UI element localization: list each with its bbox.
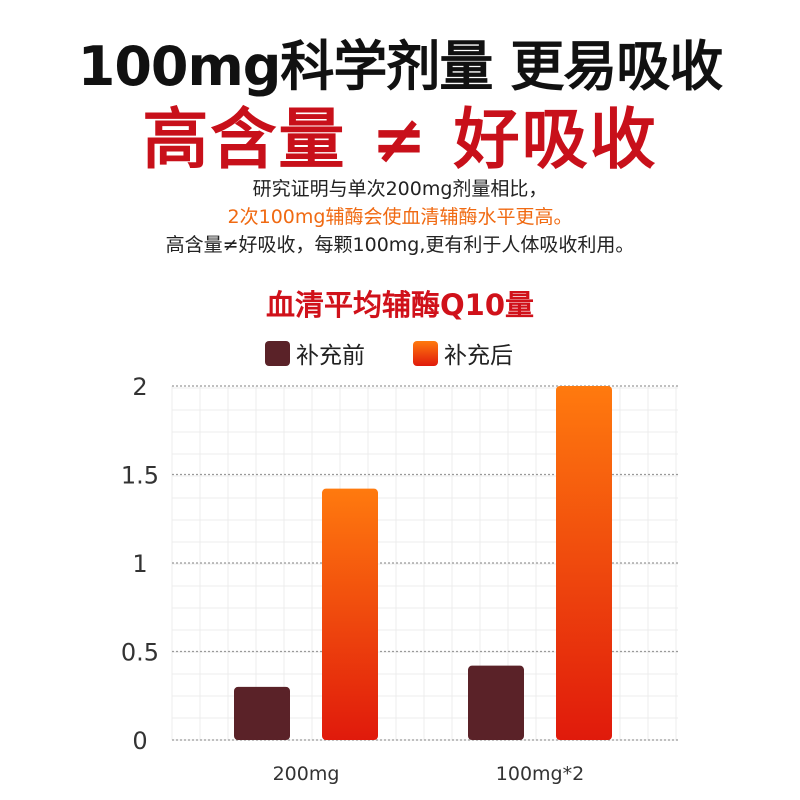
bar-after-0 bbox=[322, 488, 378, 740]
y-tick-label: 2 bbox=[132, 373, 147, 401]
chart-title: 血清平均辅酶Q10量 bbox=[265, 288, 534, 322]
description-line-3: 高含量≠好吸收，每颗100mg,更有利于人体吸收利用。 bbox=[165, 234, 635, 256]
bar-after-1 bbox=[556, 386, 612, 740]
headline-dosage: 100mg科学剂量 更易吸收 bbox=[77, 35, 723, 98]
legend-swatch-after bbox=[413, 340, 438, 366]
y-tick-label: 1.5 bbox=[121, 462, 159, 490]
y-tick-label: 0.5 bbox=[121, 639, 159, 667]
legend-item-after: 补充后 bbox=[413, 338, 513, 369]
legend-swatch-before bbox=[265, 340, 290, 366]
x-tick-label: 200mg bbox=[273, 763, 340, 785]
description-line-2: 2次100mg辅酶会使血清辅酶水平更高。 bbox=[227, 206, 573, 228]
y-tick-label: 0 bbox=[132, 727, 147, 755]
legend-label-before: 补充前 bbox=[296, 343, 365, 369]
x-tick-label: 100mg*2 bbox=[496, 763, 584, 785]
chart-bars bbox=[234, 386, 612, 740]
y-tick-label: 1 bbox=[132, 550, 147, 578]
legend-label-after: 补充后 bbox=[444, 343, 513, 369]
legend-item-before: 补充前 bbox=[265, 338, 365, 369]
description-line-1: 研究证明与单次200mg剂量相比， bbox=[252, 178, 548, 200]
bar-before-1 bbox=[468, 665, 524, 740]
chart-axes: 0 0.5 1 1.5 2 200mg 100mg*2 bbox=[121, 373, 678, 785]
bar-before-0 bbox=[234, 686, 290, 740]
headline-absorption: 高含量 ≠ 好吸收 bbox=[142, 101, 658, 178]
